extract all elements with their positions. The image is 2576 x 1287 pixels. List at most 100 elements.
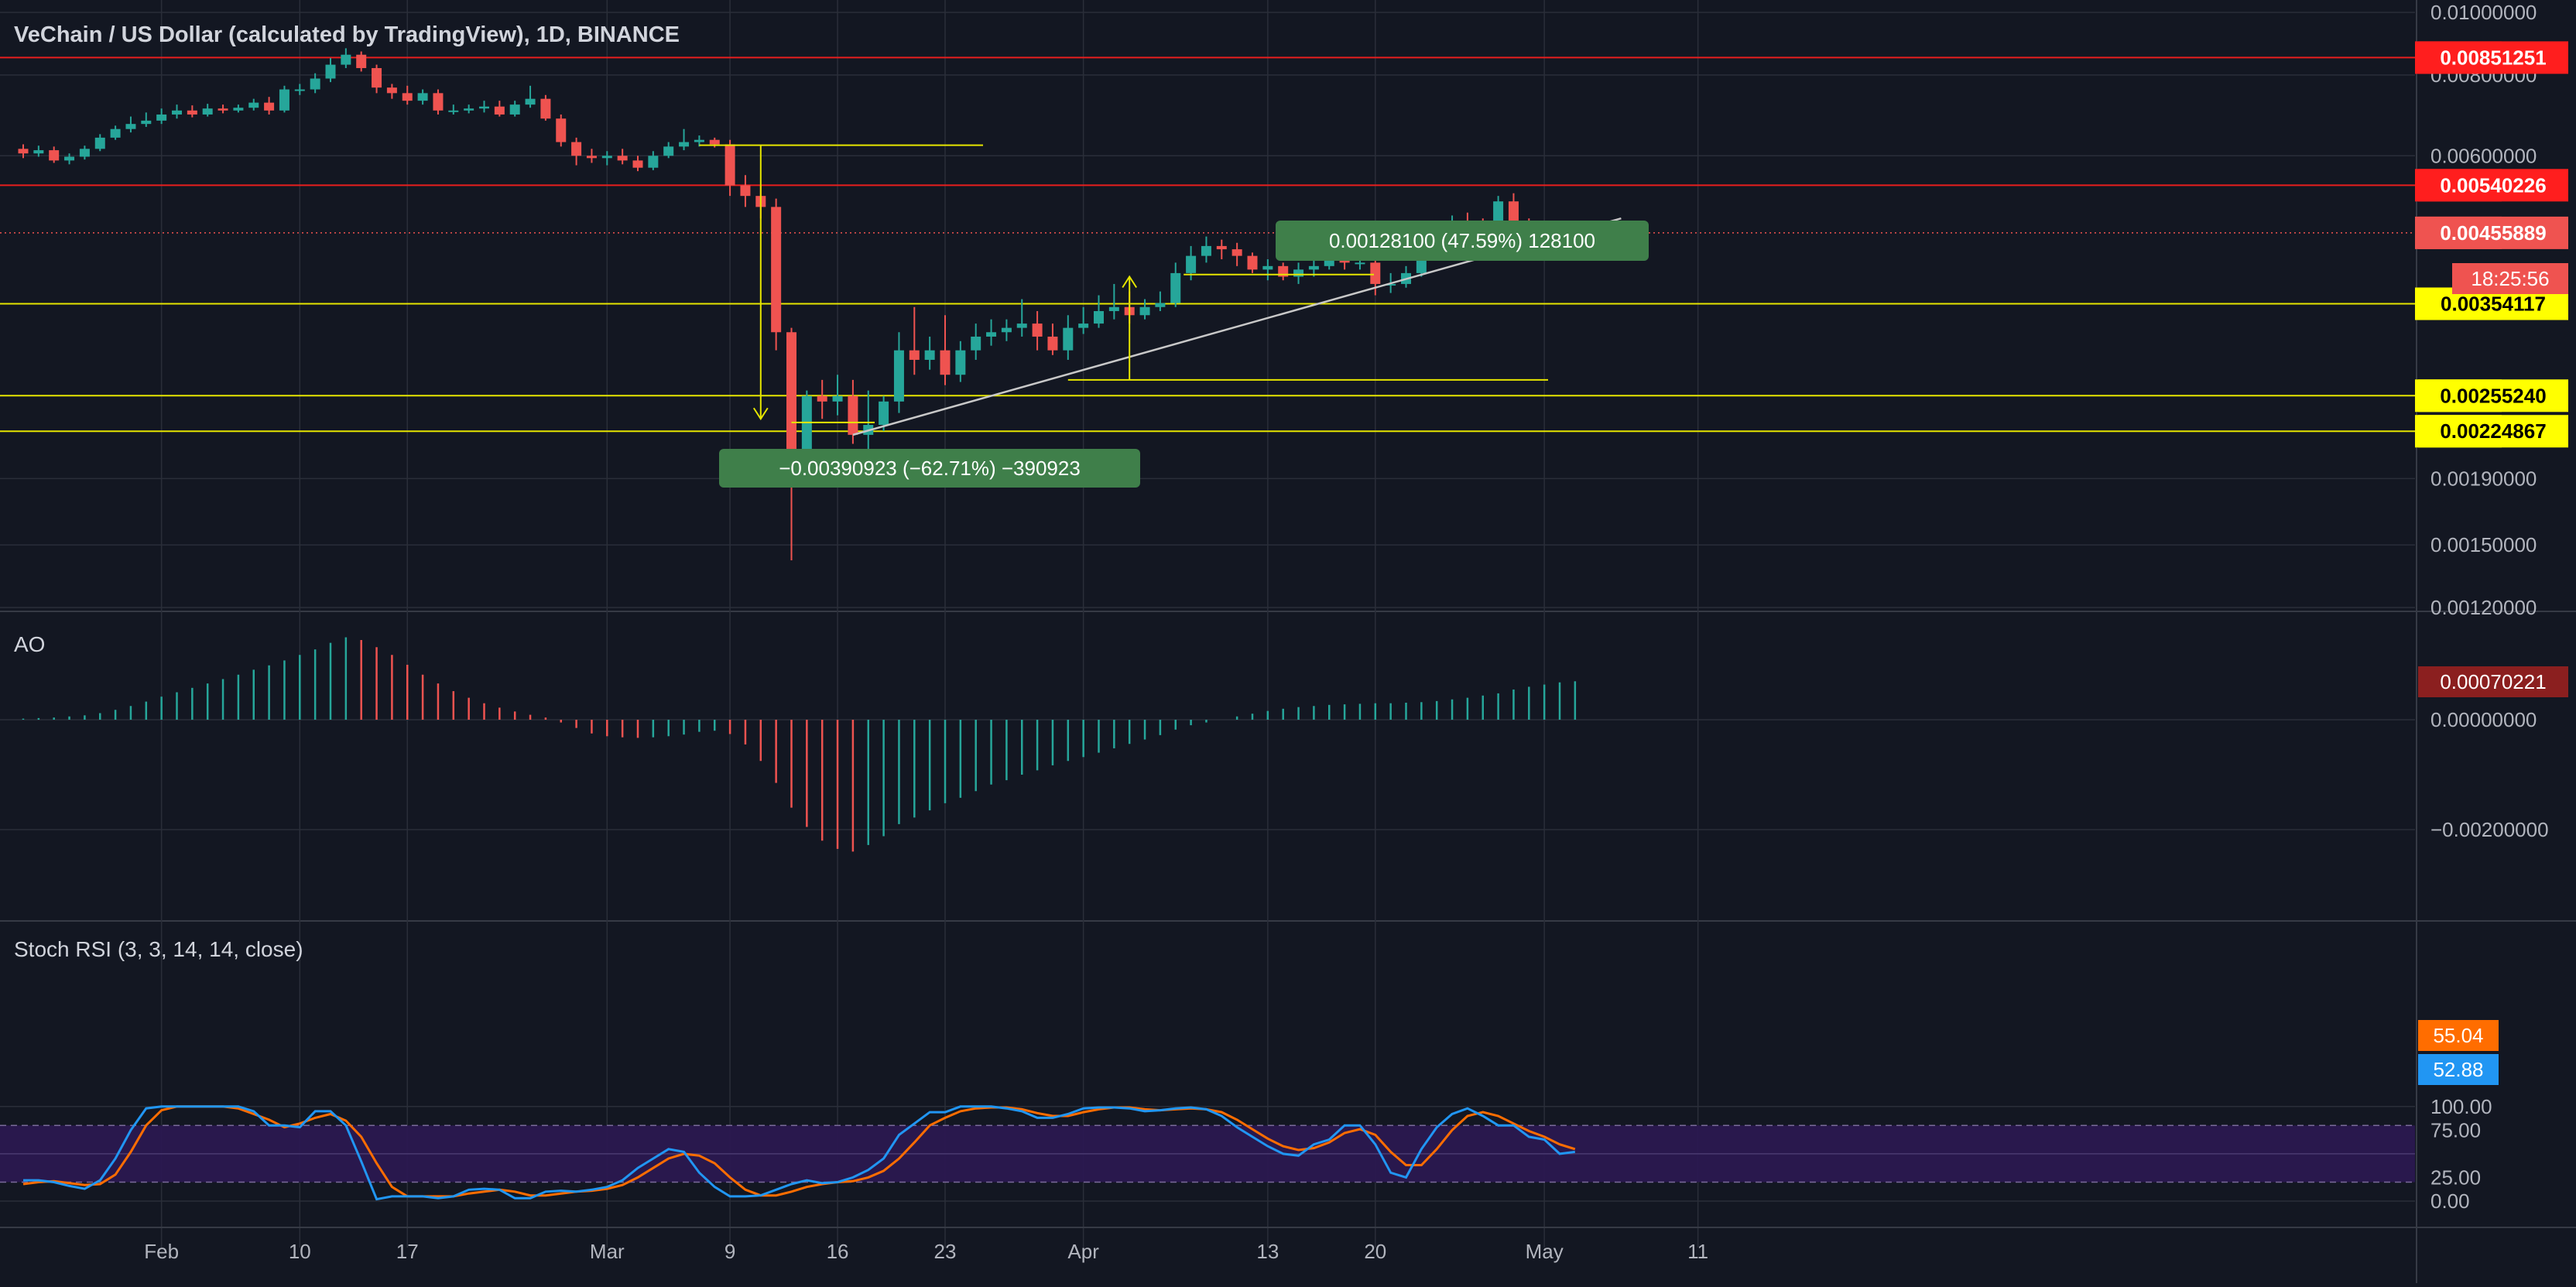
level-price-tag-box xyxy=(2418,169,2568,202)
candle-body xyxy=(18,149,29,154)
candle xyxy=(617,149,628,165)
candle xyxy=(187,105,197,118)
level-price-tag-text: 0.00255240 xyxy=(2440,384,2546,407)
stoch-tick-label: 0.00 xyxy=(2430,1189,2470,1213)
candle xyxy=(464,104,474,114)
candle-body xyxy=(1016,323,1027,328)
date-tick-label: 23 xyxy=(934,1240,957,1263)
candle-body xyxy=(617,156,628,161)
candle xyxy=(479,101,489,113)
candle-body xyxy=(341,54,351,65)
candle xyxy=(540,94,551,121)
drawing-tools[interactable]: −0.00390923 (−62.71%) −390923 0.00128100 … xyxy=(699,144,1649,488)
candle-body xyxy=(1155,303,1166,307)
candle xyxy=(64,153,75,165)
level-price-tag-box xyxy=(2418,379,2568,412)
candle-body xyxy=(1032,323,1043,337)
stoch-rsi-pane-title: Stoch RSI (3, 3, 14, 14, close) xyxy=(14,937,303,961)
candle-body xyxy=(724,144,735,186)
candle xyxy=(94,134,105,152)
candle xyxy=(832,375,843,416)
level-price-tag-box xyxy=(2418,415,2568,448)
stoch-k-text: 52.88 xyxy=(2433,1058,2483,1081)
candle-body xyxy=(893,350,904,402)
candle xyxy=(724,139,735,197)
candle-body xyxy=(386,87,397,94)
axis-labels: 0.00851251 0.00540226 0.00354117 0.00255240… xyxy=(2415,41,2568,1085)
candle-body xyxy=(879,401,889,426)
date-tick-label: 16 xyxy=(827,1240,849,1263)
date-tick-label: May xyxy=(1526,1240,1564,1263)
candle-body xyxy=(479,106,489,109)
time-axis[interactable]: Feb 10 17 Mar 9 16 23 Apr 13 20 May 11 xyxy=(0,1227,2576,1263)
candle xyxy=(1047,323,1058,355)
candle xyxy=(986,319,997,346)
candle-body xyxy=(110,128,121,138)
candle-body xyxy=(1201,245,1211,256)
candle xyxy=(1078,306,1089,334)
price-tick-label: 0.00150000 xyxy=(2430,533,2537,556)
candle-body xyxy=(218,108,228,111)
candle-body xyxy=(141,120,152,125)
candle xyxy=(294,84,305,95)
candle-body xyxy=(1262,265,1273,270)
date-tick-label: Mar xyxy=(590,1240,625,1263)
candle xyxy=(1370,258,1381,296)
candle-body xyxy=(172,110,182,115)
candle xyxy=(509,101,520,117)
measure-label-rise[interactable]: 0.00128100 (47.59%) 128100 xyxy=(1276,221,1649,261)
ao-tick-label: −0.00200000 xyxy=(2430,818,2549,841)
candle xyxy=(402,85,413,105)
date-tick-label: Feb xyxy=(144,1240,179,1263)
candle-body xyxy=(540,98,551,119)
level-price-tag-text: 0.00354117 xyxy=(2441,293,2546,316)
candle-body xyxy=(1047,336,1058,351)
candle xyxy=(1293,262,1304,284)
measure-label-text: 0.00128100 (47.59%) 128100 xyxy=(1329,229,1595,252)
measure-label-drop[interactable]: −0.00390923 (−62.71%) −390923 xyxy=(719,449,1140,488)
candle xyxy=(1094,295,1104,328)
candle-body xyxy=(417,93,428,101)
candle xyxy=(771,198,782,351)
candle-body xyxy=(955,350,966,375)
candle xyxy=(1155,291,1166,311)
stoch-k-value-tag: 52.88 xyxy=(2418,1054,2499,1085)
candle xyxy=(248,98,259,111)
price-tick-label: 0.01000000 xyxy=(2430,1,2537,24)
candle xyxy=(18,144,29,159)
date-tick-label: 17 xyxy=(396,1240,419,1263)
candle xyxy=(372,64,382,94)
candle xyxy=(33,145,44,157)
ao-value-text: 0.00070221 xyxy=(2440,670,2546,693)
candle xyxy=(125,116,136,133)
candle xyxy=(1063,315,1074,360)
measure-arrow-head xyxy=(752,407,769,421)
level-price-tag: 0.00540226 xyxy=(2415,169,2568,202)
level-price-tag: 0.00354117 xyxy=(2415,287,2568,320)
candle-body xyxy=(33,150,44,154)
candle-body xyxy=(525,98,536,105)
candle xyxy=(156,108,167,125)
candle xyxy=(955,341,966,382)
horizontal-levels[interactable] xyxy=(0,56,2415,433)
level-price-tag: 0.00851251 xyxy=(2415,41,2568,74)
candle xyxy=(1001,319,1012,341)
candle xyxy=(310,73,320,94)
candle-body xyxy=(556,118,567,142)
candle xyxy=(356,51,367,72)
candle-body xyxy=(125,124,136,129)
candle-body xyxy=(233,108,244,111)
last-price-tag-box xyxy=(2418,216,2568,249)
candle-body xyxy=(1139,306,1150,316)
date-tick-label: 9 xyxy=(724,1240,735,1263)
candle xyxy=(494,101,505,117)
candle-body xyxy=(156,114,167,121)
stoch-k-bg xyxy=(2418,1054,2499,1085)
candle xyxy=(556,114,567,147)
price-axis[interactable]: 0.010000000.008000000.006000000.00190000… xyxy=(2430,1,2549,1213)
candle xyxy=(325,57,336,83)
ao-value-bg xyxy=(2418,666,2568,697)
level-price-tag: 0.00255240 xyxy=(2415,379,2568,412)
